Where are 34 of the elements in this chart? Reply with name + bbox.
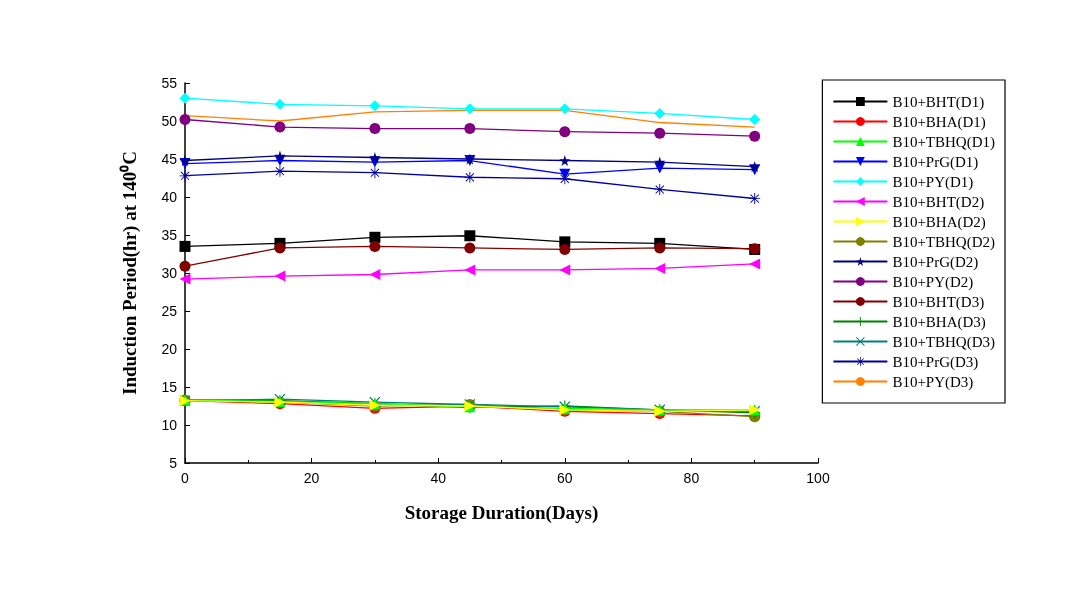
x-tick-label: 60	[557, 470, 573, 486]
legend-label: B10+PrG(D1)	[892, 153, 979, 171]
y-tick-label: 25	[161, 303, 178, 319]
y-axis-title: Induction Period(hr) at 140⁰C	[119, 151, 141, 395]
legend-label: B10+PrG(D3)	[892, 353, 979, 371]
x-tick-label: 20	[303, 470, 320, 486]
y-tick-label: 20	[161, 341, 178, 357]
legend-label: B10+PrG(D2)	[892, 253, 979, 271]
y-tick-label: 55	[161, 75, 178, 91]
legend-label: B10+PY(D1)	[892, 173, 974, 191]
legend-label: B10+PY(D2)	[892, 273, 974, 291]
y-tick-label: 40	[161, 189, 178, 205]
x-tick-label: 100	[806, 470, 830, 486]
legend-label: B10+TBHQ(D3)	[892, 333, 996, 351]
legend-label: B10+BHA(D3)	[892, 313, 986, 331]
y-tick-label: 10	[161, 417, 178, 433]
legend-label: B10+TBHQ(D2)	[892, 233, 996, 251]
y-tick-label: 15	[161, 379, 178, 395]
y-tick-label: 45	[161, 151, 178, 167]
y-tick-label: 35	[161, 227, 178, 243]
legend-label: B10+BHA(D2)	[892, 213, 986, 231]
legend-label: B10+PY(D3)	[892, 373, 974, 391]
y-tick-label: 5	[169, 455, 178, 471]
y-tick-label: 30	[161, 265, 178, 281]
x-tick-label: 0	[181, 470, 190, 486]
y-tick-label: 50	[161, 113, 178, 129]
legend-label: B10+BHT(D1)	[892, 93, 985, 111]
legend-label: B10+BHA(D1)	[892, 113, 986, 131]
legend-label: B10+BHT(D2)	[892, 193, 985, 211]
x-axis-title: Storage Duration(Days)	[404, 502, 599, 524]
x-tick-label: 40	[430, 470, 447, 486]
legend-label: B10+BHT(D3)	[892, 293, 985, 311]
legend-label: B10+TBHQ(D1)	[892, 133, 996, 151]
x-tick-label: 80	[683, 470, 700, 486]
